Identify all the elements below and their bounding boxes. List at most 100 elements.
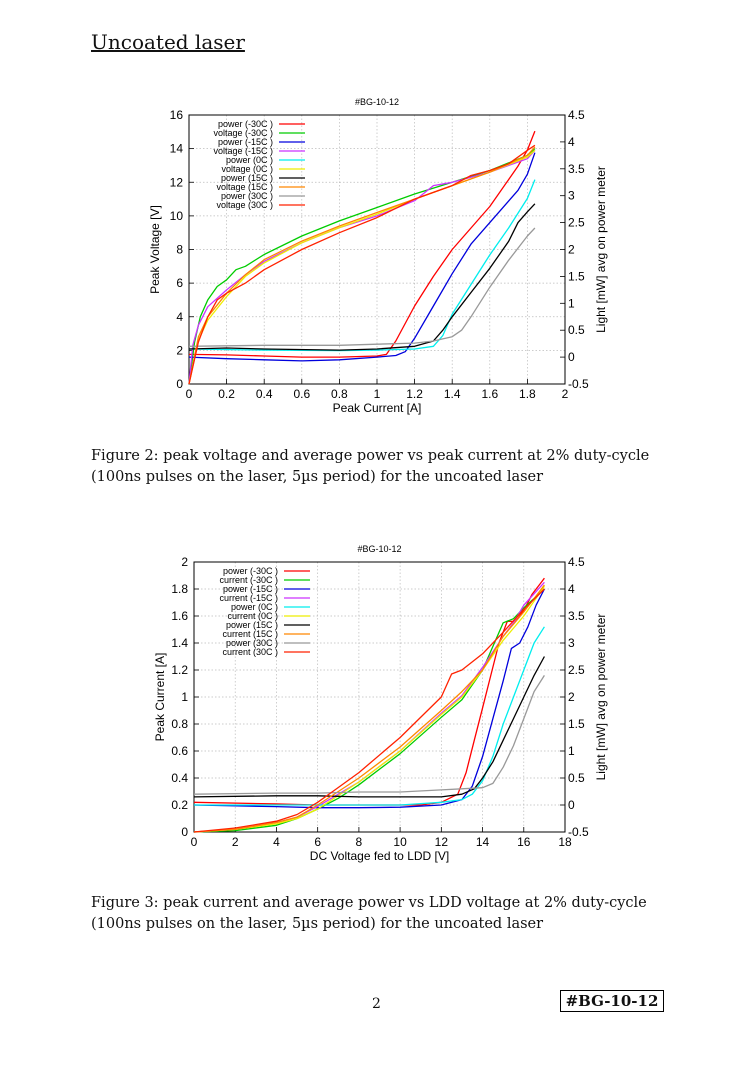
y2-axis-label: Light [mW] avg on power meter [594,614,608,781]
y2-tick-label: -0.5 [568,377,589,391]
y-tick-label: 1 [181,690,188,704]
figure-3-chart: 0 2 4 6 8 10 12 14 16 1800.20.40.60.811.21.41.61.… [153,544,608,863]
y-axis-label: Peak Current [A] [153,653,167,742]
series-line [188,227,536,347]
y2-tick-label: 4.5 [568,555,585,569]
series-line [188,144,536,385]
series-line [193,675,545,795]
x-tick-label: 12 [435,835,449,849]
document-tag: #BG-10-12 [560,990,664,1012]
y2-tick-label: 2.5 [568,663,585,677]
y-tick-label: 14 [170,142,184,156]
legend-label: voltage (15C ) [216,182,273,192]
y-tick-label: 0 [181,825,188,839]
y2-tick-label: 0 [568,798,575,812]
y-tick-label: 0 [176,377,183,391]
series-line [193,588,545,833]
y2-tick-label: 0 [568,350,575,364]
chart-title: #BG-10-12 [355,97,399,107]
legend-label: voltage (0C ) [221,164,273,174]
y-tick-label: 0.6 [171,744,188,758]
y2-tick-label: 3.5 [568,609,585,623]
series-line [193,584,545,833]
y2-tick-label: 3 [568,189,575,203]
legend-label: current (30C ) [222,647,278,657]
y-tick-label: 1.8 [171,582,188,596]
y-tick-label: 2 [176,343,183,357]
series-line [188,146,536,385]
legend-label: power (15C ) [221,173,273,183]
legend-label: current (15C ) [222,629,278,639]
legend-label: power (0C ) [226,155,273,165]
series-line [188,130,536,358]
x-tick-label: 16 [517,835,531,849]
figure-2-caption: Figure 2: peak voltage and average power… [91,448,650,485]
y-tick-label: 10 [170,209,184,223]
x-tick-label: 4 [273,835,280,849]
y2-tick-label: 2 [568,243,575,257]
y-tick-label: 1.6 [171,609,188,623]
y-axis-label: Peak Voltage [V] [148,205,162,294]
y2-tick-label: 2 [568,690,575,704]
series-line [188,203,536,351]
x-tick-label: 1 [374,387,381,401]
series-line [193,656,545,798]
legend-label: power (-15C ) [223,584,278,594]
x-axis-label: DC Voltage fed to LDD [V] [310,849,449,863]
legend-label: current (0C ) [227,611,278,621]
series-line [193,585,545,833]
legend-label: power (-30C ) [218,119,273,129]
x-tick-label: 6 [314,835,321,849]
x-tick-label: 1.4 [444,387,461,401]
series-line [188,152,536,362]
x-tick-label: 1.8 [519,387,536,401]
y-tick-label: 0.4 [171,771,188,785]
x-tick-label: 1.2 [406,387,423,401]
chart-title: #BG-10-12 [357,544,401,554]
y2-axis-label: Light [mW] avg on power meter [594,166,608,333]
y-tick-label: 6 [176,276,183,290]
y2-tick-label: 3.5 [568,162,585,176]
legend-label: power (30C ) [221,191,273,201]
x-tick-label: 18 [558,835,572,849]
y-tick-label: 2 [181,555,188,569]
series-line [193,588,545,833]
y2-tick-label: 0.5 [568,323,585,337]
y2-tick-label: 1 [568,296,575,310]
y2-tick-label: 1.5 [568,269,585,283]
x-tick-label: 8 [356,835,363,849]
x-tick-label: 0.4 [256,387,273,401]
legend-label: voltage (30C ) [216,200,273,210]
section-title: Uncoated laser [91,30,245,54]
x-tick-label: 1.6 [481,387,498,401]
series-line [194,626,545,806]
legend-label: power (15C ) [226,620,278,630]
legend-label: power (-15C ) [218,137,273,147]
x-tick-label: 0 [186,387,193,401]
legend-label: power (-30C ) [223,566,278,576]
y2-tick-label: 4 [568,135,575,149]
y-tick-label: 12 [170,175,184,189]
page-number: 2 [372,996,381,1012]
y-tick-label: 16 [170,108,184,122]
y2-tick-label: 4.5 [568,108,585,122]
legend-label: voltage (-15C ) [213,146,273,156]
x-tick-label: 2 [562,387,569,401]
plot-frame [188,114,566,385]
series-line [193,588,545,809]
y2-tick-label: 1 [568,744,575,758]
figure-2-chart: 0 0.2 0.4 0.6 0.8 1 1.2 1.4 1.6 1.8 20246810121416… [148,97,608,415]
x-tick-label: 0 [191,835,198,849]
y2-tick-label: 0.5 [568,771,585,785]
y-tick-label: 1.4 [171,636,188,650]
legend-label: voltage (-30C ) [213,128,273,138]
y-tick-label: 4 [176,310,183,324]
x-tick-label: 0.2 [218,387,235,401]
y2-tick-label: 2.5 [568,216,585,230]
legend-label: power (30C ) [226,638,278,648]
x-tick-label: 14 [476,835,490,849]
y-tick-label: 8 [176,243,183,257]
legend-label: current (-30C ) [219,575,278,585]
legend-label: current (-15C ) [219,593,278,603]
y2-tick-label: 4 [568,582,575,596]
